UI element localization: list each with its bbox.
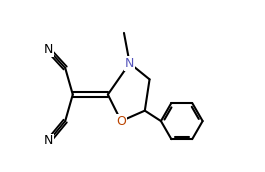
Text: O: O: [116, 115, 126, 128]
Text: N: N: [44, 44, 54, 56]
Text: N: N: [44, 135, 54, 147]
Text: N: N: [125, 57, 134, 70]
